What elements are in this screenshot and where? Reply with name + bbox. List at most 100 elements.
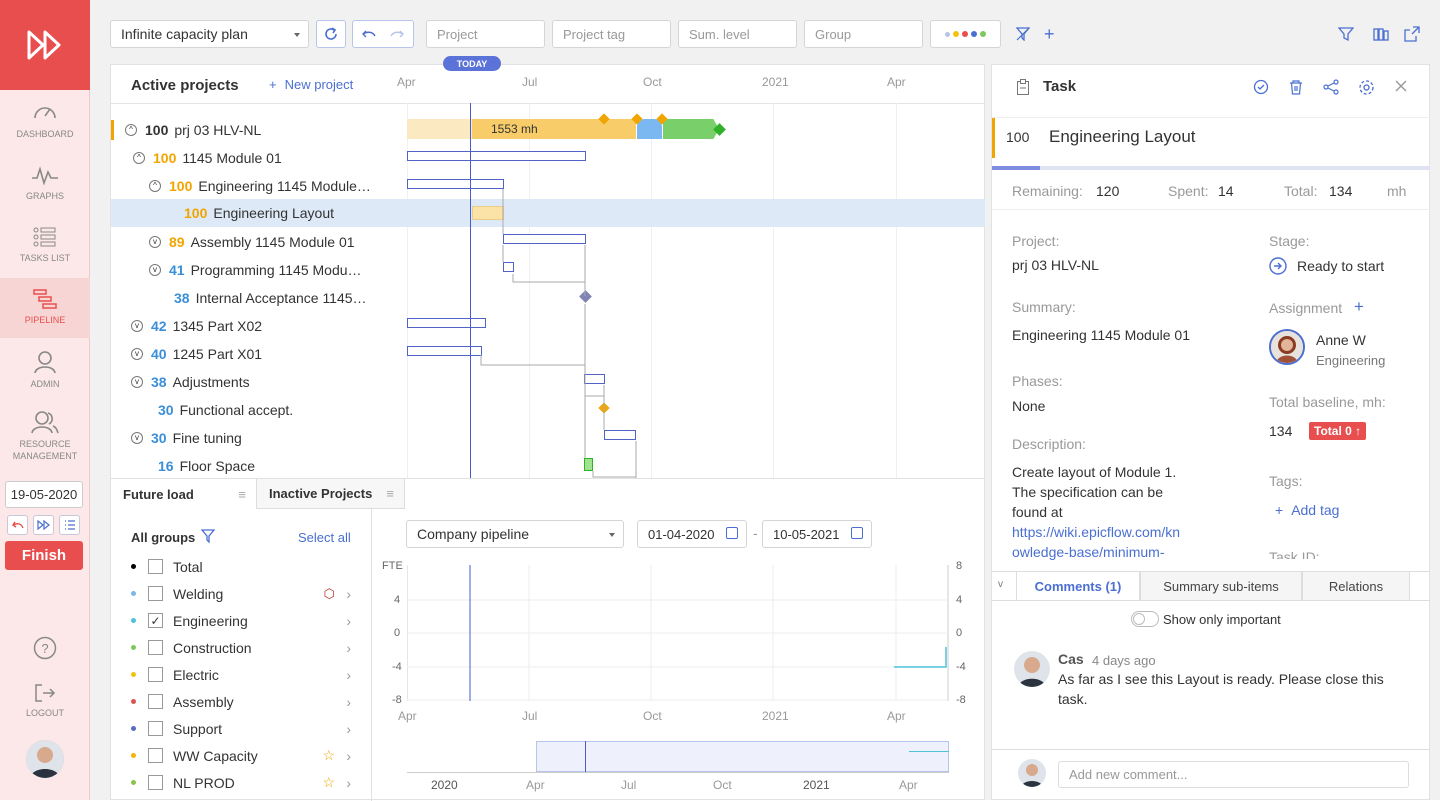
group-checkbox-checked[interactable]: ✓ [148,613,163,628]
menu-icon[interactable]: ≡ [386,486,394,501]
gantt-row-selected[interactable]: 100 Engineering Layout [111,199,985,227]
favorite-filter-button[interactable] [1337,26,1355,45]
plan-select[interactable]: Infinite capacity plan [110,20,309,48]
close-task-button[interactable] [1394,79,1408,96]
tab-inactive-projects[interactable]: Inactive Projects ≡ [257,479,405,509]
chevron-right-icon[interactable]: › [346,720,351,737]
gantt-row[interactable]: v 42 1345 Part X02 [111,312,985,340]
assignee-avatar[interactable] [1269,329,1305,365]
gantt-row[interactable]: v 89 Assembly 1145 Module 01 [111,228,985,256]
group-checkbox[interactable] [148,640,163,655]
tab-comments[interactable]: Comments (1) [1016,571,1140,601]
description-link[interactable]: owledge-base/minimum- [1012,544,1165,560]
group-row-total[interactable]: Total [131,553,203,580]
nav-resource-management[interactable]: Resource management [0,410,90,472]
group-row-assembly[interactable]: Assembly › [131,688,351,715]
chevron-right-icon[interactable]: › [346,639,351,656]
summary-bar-segment[interactable] [604,119,636,139]
group-checkbox[interactable] [148,694,163,709]
task-bar[interactable] [503,234,586,244]
group-row-construction[interactable]: Construction › [131,634,351,661]
tab-summary-sub-items[interactable]: Summary sub-items [1140,571,1302,601]
group-row-electric[interactable]: Electric › [131,661,351,688]
current-date-field[interactable]: 19-05-2020 [5,481,83,508]
task-bar[interactable] [584,458,593,471]
add-tag-button[interactable]: + Add tag [1275,502,1339,518]
clear-filter-button[interactable] [1015,27,1031,44]
chevron-right-icon[interactable]: › [346,693,351,710]
redo-icon[interactable] [390,29,404,39]
group-checkbox[interactable] [148,586,163,601]
group-row-support[interactable]: Support › [131,715,351,742]
gantt-row[interactable]: v 41 Programming 1145 Modu… [111,256,985,284]
task-title[interactable]: Engineering Layout [1049,127,1196,146]
star-icon[interactable]: ☆ [322,747,335,763]
task-bar[interactable] [503,262,514,272]
summary-bar-segment[interactable] [637,119,662,139]
expand-icon[interactable]: v [149,264,161,276]
finish-button[interactable]: Finish [5,541,83,570]
group-row-ww-capacity[interactable]: WW Capacity ☆ › [131,742,351,769]
chevron-right-icon[interactable]: › [346,666,351,683]
group-filter-button[interactable] [200,529,216,546]
sum-level-filter-input[interactable]: Sum. level [678,20,797,48]
chevron-right-icon[interactable]: › [346,747,351,764]
collapse-icon[interactable]: ^ [149,180,161,192]
color-filter-button[interactable] [930,20,1001,48]
collapse-comments-icon[interactable]: v [998,579,1003,590]
new-project-button[interactable]: + New project [269,77,353,92]
gantt-row[interactable]: 16 Floor Space [111,452,985,480]
gantt-row[interactable]: 38 Internal Acceptance 1145… [111,284,985,312]
collapse-icon[interactable]: ^ [125,124,137,136]
date-from-input[interactable]: 01-04-2020 [637,520,747,548]
nav-dashboard[interactable]: Dashboard [0,100,90,162]
user-avatar[interactable] [26,740,64,778]
navigator-range[interactable] [536,741,949,772]
help-button[interactable]: ? [33,636,57,663]
menu-icon[interactable]: ≡ [238,486,246,502]
chevron-right-icon[interactable]: › [346,612,351,629]
project-filter-input[interactable]: Project [426,20,545,48]
expand-icon[interactable]: v [131,432,143,444]
tab-future-load[interactable]: Future load ≡ [111,479,257,509]
group-checkbox[interactable] [148,775,163,790]
nav-tasks-list[interactable]: Tasks list [0,226,90,288]
task-bar[interactable] [407,346,482,356]
delete-task-button[interactable] [1288,79,1304,98]
complete-task-button[interactable] [1253,79,1269,98]
task-settings-button[interactable] [1358,79,1375,99]
add-comment-input[interactable]: Add new comment... [1058,761,1409,788]
gantt-row[interactable]: v 38 Adjustments [111,368,985,396]
gantt-row[interactable]: ^ 100 Engineering 1145 Module… [111,172,985,200]
app-logo[interactable] [0,0,90,90]
add-filter-button[interactable]: + [1044,24,1055,44]
export-button[interactable] [1404,26,1420,45]
expand-icon[interactable]: v [131,320,143,332]
add-assignment-button[interactable]: + [1354,297,1364,316]
stage-value[interactable]: Ready to start [1297,258,1385,274]
refresh-button[interactable] [316,20,346,48]
collapse-icon[interactable]: ^ [133,152,145,164]
group-checkbox[interactable] [148,667,163,682]
task-bar[interactable] [407,179,504,189]
gantt-row[interactable]: v 30 Fine tuning [111,424,985,452]
gantt-row-project[interactable]: ^ 100 prj 03 HLV-NL [111,116,985,144]
gantt-row[interactable]: 30 Functional accept. [111,396,985,424]
group-row-nl-prod[interactable]: NL PROD ☆ › [131,769,351,796]
gantt-row[interactable]: v 40 1245 Part X01 [111,340,985,368]
nav-pipeline[interactable]: Pipeline [0,278,90,338]
select-all-link[interactable]: Select all [298,530,351,545]
nav-graphs[interactable]: Graphs [0,164,90,226]
list-view-button[interactable] [59,515,80,535]
group-checkbox[interactable] [148,559,163,574]
future-load-chart[interactable] [407,565,949,701]
chevron-right-icon[interactable]: › [346,774,351,791]
date-to-input[interactable]: 10-05-2021 [762,520,872,548]
description-link[interactable]: https://wiki.epicflow.com/kn [1012,524,1181,540]
star-icon[interactable]: ☆ [322,774,335,790]
undo-icon[interactable] [362,29,376,39]
group-row-engineering[interactable]: ✓ Engineering › [131,607,351,634]
task-bar[interactable] [407,318,486,328]
columns-button[interactable] [1373,26,1389,45]
gantt-row[interactable]: ^ 100 1145 Module 01 [111,144,985,172]
